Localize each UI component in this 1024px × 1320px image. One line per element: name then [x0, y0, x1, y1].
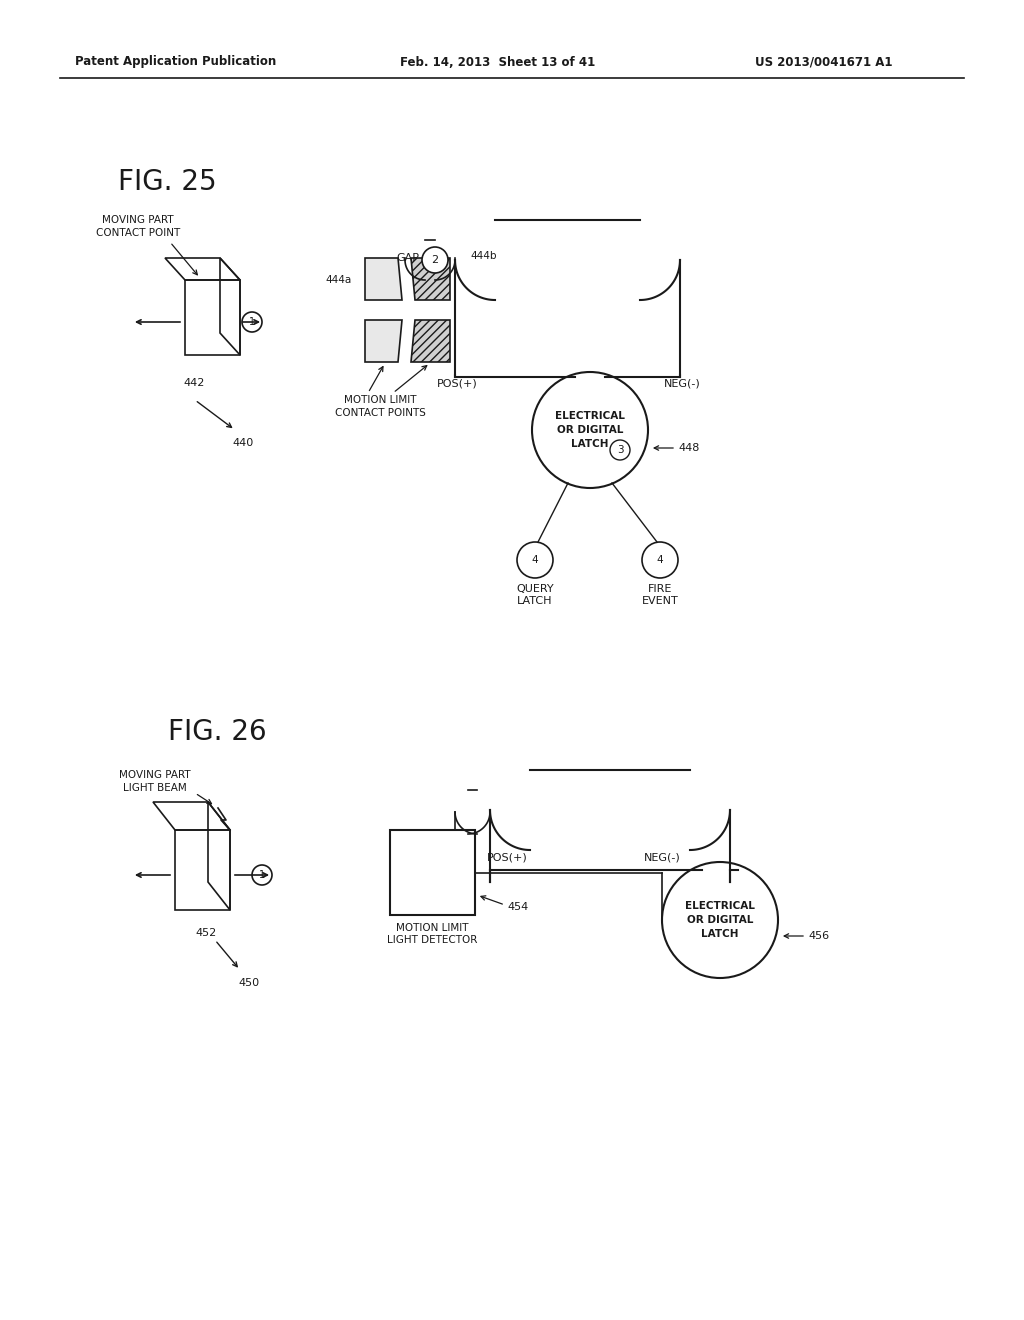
- Text: ELECTRICAL: ELECTRICAL: [555, 411, 625, 421]
- Text: 1: 1: [249, 317, 255, 327]
- Text: 440: 440: [232, 438, 253, 447]
- Text: 4: 4: [656, 554, 664, 565]
- Text: US 2013/0041671 A1: US 2013/0041671 A1: [755, 55, 893, 69]
- Text: OR DIGITAL: OR DIGITAL: [687, 915, 754, 925]
- Bar: [390, 830, 475, 915]
- Text: FIRE: FIRE: [648, 583, 672, 594]
- Text: 444b: 444b: [470, 251, 497, 261]
- Text: LIGHT BEAM: LIGHT BEAM: [123, 783, 186, 793]
- Text: Feb. 14, 2013  Sheet 13 of 41: Feb. 14, 2013 Sheet 13 of 41: [400, 55, 595, 69]
- Text: OR DIGITAL: OR DIGITAL: [557, 425, 624, 436]
- Text: 454: 454: [507, 902, 528, 912]
- Text: 452: 452: [195, 928, 216, 939]
- Text: Patent Application Publication: Patent Application Publication: [75, 55, 276, 69]
- Text: 444a: 444a: [326, 275, 352, 285]
- Text: POS(+): POS(+): [486, 853, 527, 862]
- Circle shape: [662, 862, 778, 978]
- Text: EVENT: EVENT: [642, 597, 678, 606]
- Text: 4: 4: [531, 554, 539, 565]
- Text: NEG(-): NEG(-): [644, 853, 680, 862]
- Text: LATCH: LATCH: [571, 440, 608, 449]
- Circle shape: [532, 372, 648, 488]
- Text: CONTACT POINT: CONTACT POINT: [96, 228, 180, 238]
- Text: 450: 450: [238, 978, 259, 987]
- Polygon shape: [365, 319, 402, 362]
- Text: ELECTRICAL: ELECTRICAL: [685, 902, 755, 911]
- Text: 456: 456: [808, 931, 829, 941]
- Text: LIGHT DETECTOR: LIGHT DETECTOR: [387, 935, 477, 945]
- Text: FIG. 25: FIG. 25: [118, 168, 217, 195]
- Circle shape: [610, 440, 630, 459]
- Text: MOTION LIMIT: MOTION LIMIT: [396, 923, 469, 933]
- Text: LATCH: LATCH: [517, 597, 553, 606]
- Polygon shape: [365, 257, 402, 300]
- Text: 3: 3: [616, 445, 624, 455]
- Circle shape: [517, 543, 553, 578]
- Circle shape: [252, 865, 272, 884]
- Text: NEG(-): NEG(-): [664, 378, 700, 388]
- Text: MOVING PART: MOVING PART: [119, 770, 190, 780]
- Text: 448: 448: [678, 444, 699, 453]
- Polygon shape: [411, 257, 450, 300]
- Text: GAP: GAP: [396, 253, 420, 263]
- Text: 442: 442: [183, 378, 205, 388]
- Text: MOTION LIMIT: MOTION LIMIT: [344, 395, 416, 405]
- Text: 1: 1: [259, 870, 265, 880]
- Circle shape: [422, 247, 449, 273]
- Text: 2: 2: [431, 255, 438, 265]
- Text: POS(+): POS(+): [436, 378, 477, 388]
- Text: QUERY: QUERY: [516, 583, 554, 594]
- Text: FIG. 26: FIG. 26: [168, 718, 266, 746]
- Text: LATCH: LATCH: [701, 929, 738, 939]
- Text: MOVING PART: MOVING PART: [102, 215, 174, 224]
- Circle shape: [642, 543, 678, 578]
- Polygon shape: [411, 319, 450, 362]
- Text: CONTACT POINTS: CONTACT POINTS: [335, 408, 425, 418]
